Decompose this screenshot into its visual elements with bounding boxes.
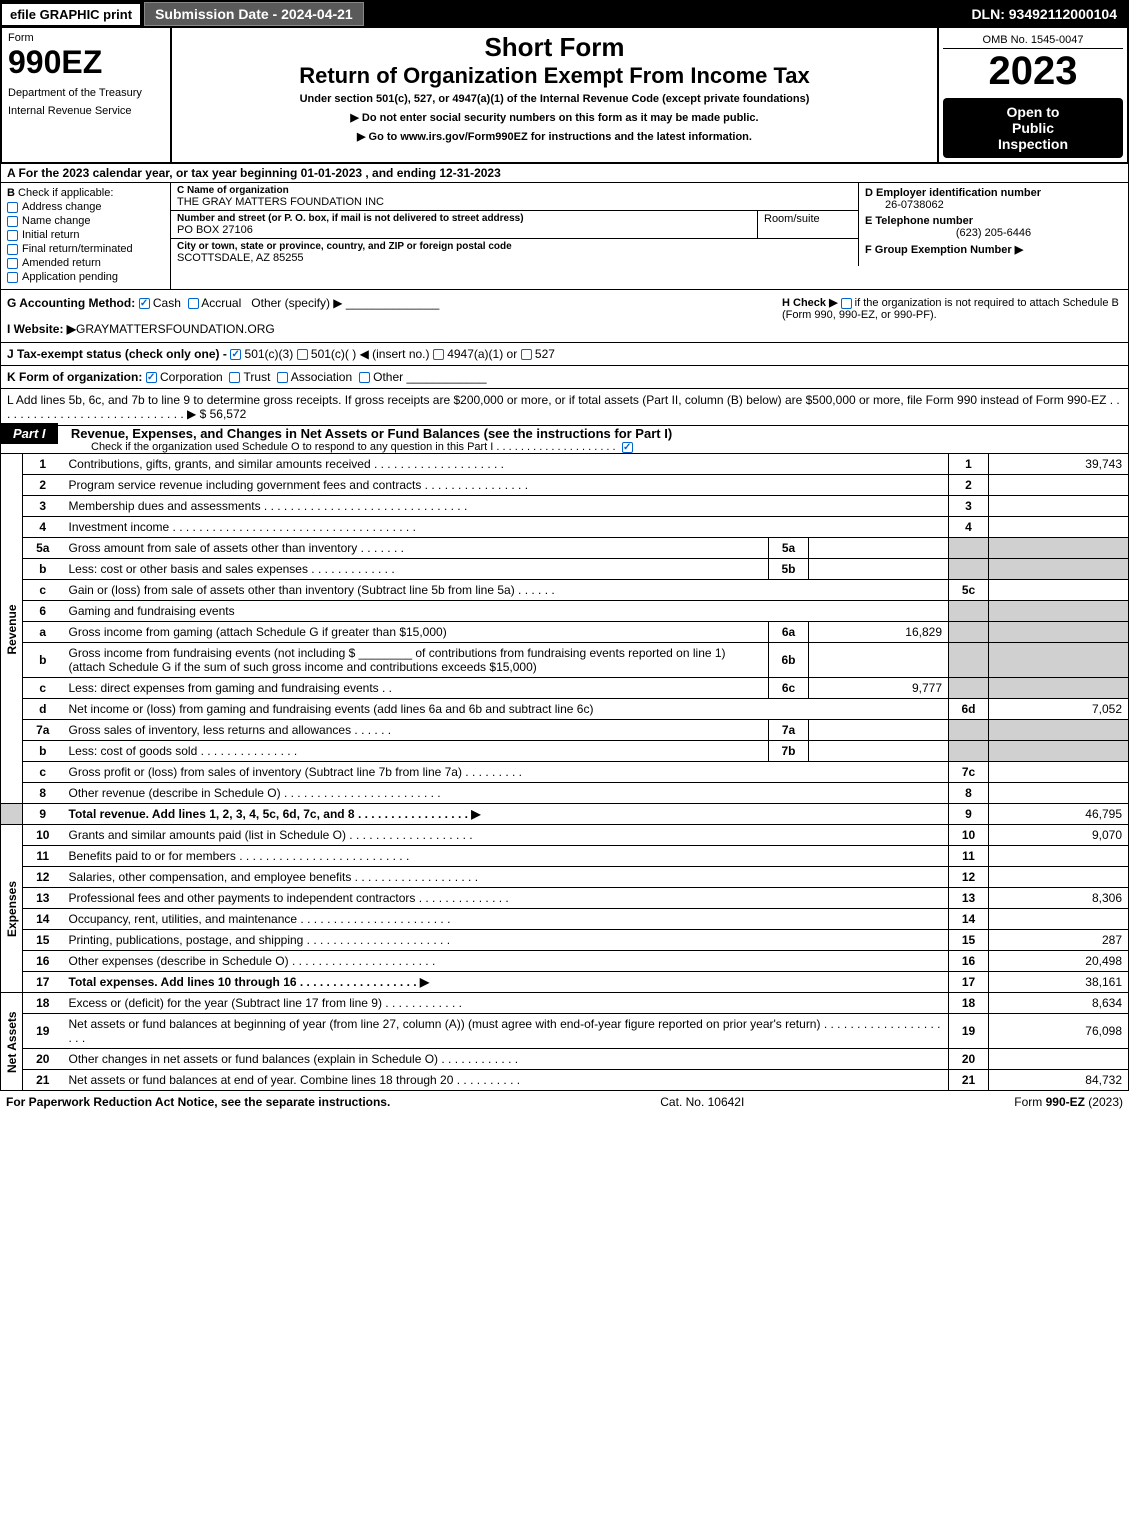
checkbox-4947[interactable] (433, 349, 444, 360)
line-18-value: 8,634 (989, 993, 1129, 1014)
ssn-warning: ▶ Do not enter social security numbers o… (176, 111, 933, 124)
part-1-label: Part I (1, 423, 58, 444)
org-name: THE GRAY MATTERS FOUNDATION INC (177, 196, 852, 208)
checkbox-final-return[interactable] (7, 244, 18, 255)
line-8-value (989, 783, 1129, 804)
line-6c-value: 9,777 (809, 678, 949, 699)
tax-exempt-status-row: J Tax-exempt status (check only one) - 5… (0, 343, 1129, 366)
checkbox-other-org[interactable] (359, 372, 370, 383)
line-11-value (989, 846, 1129, 867)
line-9-value: 46,795 (989, 804, 1129, 825)
checkbox-schedule-b[interactable] (841, 298, 852, 309)
checkbox-association[interactable] (277, 372, 288, 383)
form-number: 990EZ (8, 44, 164, 81)
checkbox-corporation[interactable] (146, 372, 157, 383)
line-6d-value: 7,052 (989, 699, 1129, 720)
accounting-method-row: G Accounting Method: Cash Accrual Other … (0, 290, 1129, 343)
line-1-value: 39,743 (989, 454, 1129, 475)
checkbox-initial-return[interactable] (7, 230, 18, 241)
box-f-label: F Group Exemption Number ▶ (865, 243, 1122, 256)
checkbox-schedule-o[interactable] (622, 442, 633, 453)
line-14-value (989, 909, 1129, 930)
city-label: City or town, state or province, country… (177, 241, 852, 252)
line-5b-value (809, 559, 949, 580)
org-city: SCOTTSDALE, AZ 85255 (177, 252, 852, 264)
line-19-value: 76,098 (989, 1014, 1129, 1049)
line-7a-value (809, 720, 949, 741)
checkbox-trust[interactable] (229, 372, 240, 383)
return-title: Return of Organization Exempt From Incom… (176, 63, 933, 89)
page-footer: For Paperwork Reduction Act Notice, see … (0, 1091, 1129, 1113)
line-6a-value: 16,829 (809, 622, 949, 643)
line-5c-value (989, 580, 1129, 601)
line-3-value (989, 496, 1129, 517)
line-4-value (989, 517, 1129, 538)
efile-print-label[interactable]: efile GRAPHIC print (2, 4, 140, 25)
box-e-label: E Telephone number (865, 215, 1122, 227)
tax-year: 2023 (943, 49, 1123, 94)
form-label: Form (8, 32, 164, 44)
omb-number: OMB No. 1545-0047 (943, 32, 1123, 49)
top-bar: efile GRAPHIC print Submission Date - 20… (0, 0, 1129, 26)
form-header: Form 990EZ Department of the Treasury In… (0, 26, 1129, 164)
form-of-org-row: K Form of organization: Corporation Trus… (0, 366, 1129, 389)
short-form-title: Short Form (176, 32, 933, 63)
part-1-table: Revenue 1Contributions, gifts, grants, a… (0, 454, 1129, 1091)
checkbox-amended-return[interactable] (7, 258, 18, 269)
box-i-label: I Website: ▶ (7, 322, 76, 336)
footer-cat: Cat. No. 10642I (660, 1095, 744, 1109)
line-5a-value (809, 538, 949, 559)
checkbox-accrual[interactable] (188, 298, 199, 309)
part-1-header: Part I Revenue, Expenses, and Changes in… (0, 426, 1129, 454)
checkbox-cash[interactable] (139, 298, 150, 309)
line-7c-value (989, 762, 1129, 783)
checkbox-501c[interactable] (297, 349, 308, 360)
line-2-value (989, 475, 1129, 496)
line-6b-value (809, 643, 949, 678)
goto-link[interactable]: ▶ Go to www.irs.gov/Form990EZ for instru… (176, 130, 933, 143)
net-assets-side-label: Net Assets (1, 993, 23, 1091)
org-address: PO BOX 27106 (177, 224, 751, 236)
dept-irs: Internal Revenue Service (8, 105, 164, 117)
expenses-side-label: Expenses (1, 825, 23, 993)
line-20-value (989, 1049, 1129, 1070)
line-7b-value (809, 741, 949, 762)
checkbox-application-pending[interactable] (7, 272, 18, 283)
open-to-public-badge: Open toPublicInspection (943, 98, 1123, 158)
line-17-value: 38,161 (989, 972, 1129, 993)
line-15-value: 287 (989, 930, 1129, 951)
box-b-check-applicable: B Check if applicable: Address change Na… (1, 183, 171, 289)
dln-label: DLN: 93492112000104 (961, 3, 1127, 25)
dept-treasury: Department of the Treasury (8, 87, 164, 99)
revenue-side-label: Revenue (1, 454, 23, 804)
footer-form: Form 990-EZ (2023) (1014, 1095, 1123, 1109)
checkbox-527[interactable] (521, 349, 532, 360)
addr-label: Number and street (or P. O. box, if mail… (177, 213, 751, 224)
footer-notice: For Paperwork Reduction Act Notice, see … (6, 1095, 390, 1109)
phone-value: (623) 205-6446 (865, 227, 1122, 239)
section-a-period: A For the 2023 calendar year, or tax yea… (0, 164, 1129, 183)
line-10-value: 9,070 (989, 825, 1129, 846)
entity-info-block: B Check if applicable: Address change Na… (0, 183, 1129, 290)
checkbox-501c3[interactable] (230, 349, 241, 360)
line-21-value: 84,732 (989, 1070, 1129, 1091)
ein-value: 26-0738062 (885, 199, 1122, 211)
room-label: Room/suite (764, 213, 852, 225)
line-16-value: 20,498 (989, 951, 1129, 972)
submission-date: Submission Date - 2024-04-21 (144, 2, 364, 26)
box-c-label: C Name of organization (177, 185, 852, 196)
box-d-label: D Employer identification number (865, 187, 1122, 199)
line-13-value: 8,306 (989, 888, 1129, 909)
checkbox-address-change[interactable] (7, 202, 18, 213)
line-12-value (989, 867, 1129, 888)
website-value[interactable]: GRAYMATTERSFOUNDATION.ORG (76, 322, 275, 336)
gross-receipts-row: L Add lines 5b, 6c, and 7b to line 9 to … (0, 389, 1129, 426)
section-text: Under section 501(c), 527, or 4947(a)(1)… (176, 93, 933, 105)
part-1-title: Revenue, Expenses, and Changes in Net As… (61, 426, 672, 441)
checkbox-name-change[interactable] (7, 216, 18, 227)
